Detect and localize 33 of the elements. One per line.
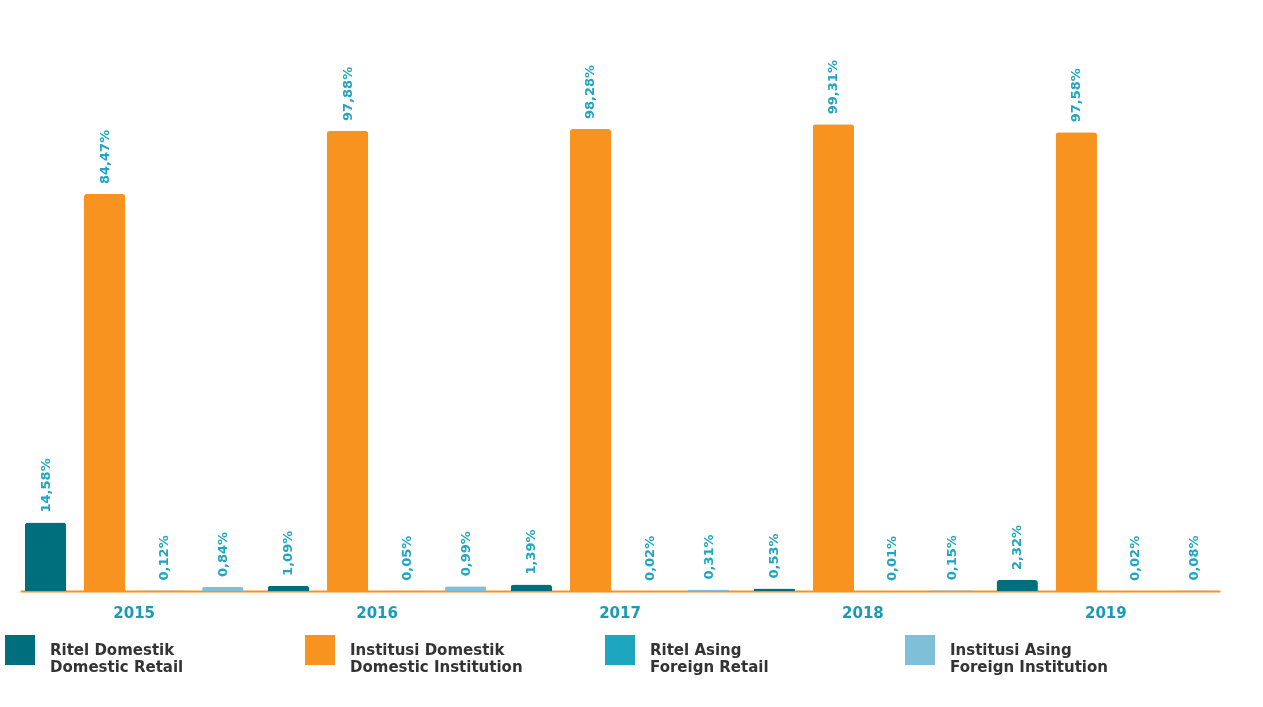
legend-label: Ritel Asing Foreign Retail	[650, 641, 769, 676]
data-label: 0,31%	[700, 534, 716, 580]
data-label: 0,12%	[155, 535, 171, 581]
data-label: 97,58%	[1068, 68, 1084, 123]
data-label: 99,31%	[825, 60, 841, 115]
data-label: 98,28%	[582, 64, 598, 120]
x-tick-label: 2017	[599, 603, 641, 622]
data-label: 0,15%	[943, 535, 959, 581]
legend-label: Institusi Domestik Domestic Institution	[350, 641, 523, 676]
data-label: 1,39%	[523, 529, 539, 575]
x-tick-label: 2016	[356, 603, 398, 622]
data-label: 0,84%	[214, 531, 230, 578]
data-label: 1,09%	[280, 530, 296, 576]
data-label: 0,02%	[1127, 535, 1143, 581]
data-label: 2,32%	[1009, 524, 1025, 571]
legend-label: Institusi Asing Foreign Institution	[950, 641, 1108, 676]
data-label: 14,58%	[37, 458, 53, 513]
data-label: 84,47%	[96, 129, 112, 184]
bar	[202, 587, 244, 591]
x-tick-label: 2019	[1084, 603, 1127, 622]
data-label: 0,08%	[1186, 535, 1202, 581]
bar	[267, 585, 310, 591]
bar	[24, 522, 67, 591]
data-label: 0,99%	[457, 531, 473, 577]
data-label: 0,02%	[641, 535, 657, 581]
bar	[996, 580, 1038, 591]
data-label: 97,88%	[339, 66, 355, 121]
legend-label: Ritel Domestik Domestic Retail	[50, 641, 184, 676]
data-label: 0,01%	[884, 535, 900, 581]
data-label: 0,53%	[766, 533, 782, 579]
data-label: 0,05%	[398, 535, 414, 581]
x-tick-label: 2018	[842, 603, 884, 622]
x-tick-label: 2015	[113, 603, 156, 622]
